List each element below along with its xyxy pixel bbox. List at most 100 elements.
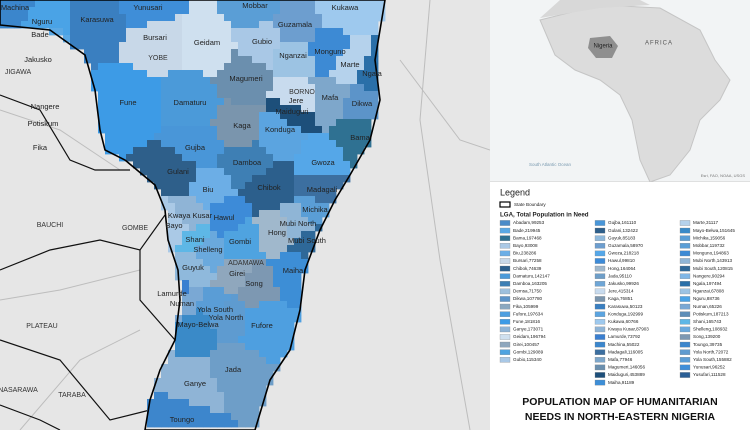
- lga-cell: [231, 301, 239, 309]
- lga-cell: [287, 301, 295, 309]
- lga-cell: [98, 119, 106, 127]
- lga-cell: [294, 217, 302, 225]
- lga-cell: [182, 329, 190, 337]
- legend-entry: Maiha,91189: [608, 380, 635, 385]
- lga-cell: [210, 126, 218, 134]
- lga-cell: [259, 35, 267, 43]
- lga-cell: [308, 147, 316, 155]
- lga-cell: [301, 168, 309, 176]
- lga-cell: [154, 112, 162, 120]
- lga-cell: [350, 35, 358, 43]
- lga-cell: [133, 21, 141, 29]
- lga-cell: [196, 364, 204, 372]
- lga-label: Bama: [350, 133, 370, 142]
- legend-entry: Fika,105999: [513, 304, 539, 309]
- lga-cell: [112, 91, 120, 99]
- lga-cell: [168, 371, 176, 379]
- legend-swatch: [499, 326, 511, 333]
- lga-cell: [91, 42, 99, 50]
- lga-label: Marte: [340, 60, 359, 69]
- lga-cell: [259, 119, 267, 127]
- lga-cell: [98, 35, 106, 43]
- lga-cell: [77, 42, 85, 50]
- lga-cell: [343, 84, 351, 92]
- lga-cell: [196, 14, 204, 22]
- lga-cell: [259, 273, 267, 281]
- lga-cell: [364, 28, 372, 36]
- lga-cell: [252, 329, 260, 337]
- lga-cell: [231, 140, 239, 148]
- lga-cell: [168, 56, 176, 64]
- lga-cell: [224, 280, 232, 288]
- lga-cell: [98, 105, 106, 113]
- lga-cell: [105, 70, 113, 78]
- lga-cell: [231, 112, 239, 120]
- state-label: NASARAWA: [0, 387, 38, 394]
- lga-cell: [259, 350, 267, 358]
- lga-cell: [280, 196, 288, 204]
- lga-cell: [266, 350, 274, 358]
- lga-cell: [182, 133, 190, 141]
- lga-cell: [56, 0, 64, 8]
- lga-cell: [182, 63, 190, 71]
- lga-cell: [70, 28, 78, 36]
- lga-cell: [84, 7, 92, 15]
- lga-cell: [168, 161, 176, 169]
- lga-cell: [287, 7, 295, 15]
- lga-cell: [210, 245, 218, 253]
- lga-cell: [273, 161, 281, 169]
- lga-cell: [189, 413, 197, 421]
- lga-cell: [168, 364, 176, 372]
- legend-swatch: [594, 296, 606, 302]
- lga-cell: [126, 35, 134, 43]
- lga-cell: [266, 322, 274, 330]
- legend-swatch: [679, 349, 691, 355]
- lga-cell: [231, 203, 239, 211]
- lga-cell: [98, 77, 106, 85]
- lga-cell: [364, 14, 372, 22]
- lga-cell: [329, 21, 337, 29]
- lga-cell: [196, 84, 204, 92]
- lga-cell: [189, 217, 197, 225]
- lga-cell: [196, 315, 204, 323]
- lga-cell: [301, 210, 309, 218]
- lga-cell: [336, 21, 344, 29]
- lga-cell: [182, 406, 190, 414]
- lga-cell: [182, 392, 190, 400]
- lga-cell: [315, 161, 323, 169]
- lga-cell: [245, 371, 253, 379]
- lga-cell: [308, 70, 316, 78]
- lga-cell: [196, 126, 204, 134]
- lga-cell: [189, 266, 197, 274]
- lga-cell: [259, 280, 267, 288]
- lga-cell: [329, 133, 337, 141]
- lga-cell: [231, 98, 239, 106]
- lga-cell: [273, 126, 281, 134]
- lga-cell: [308, 119, 316, 127]
- lga-cell: [154, 56, 162, 64]
- lga-cell: [161, 133, 169, 141]
- lga-cell: [203, 77, 211, 85]
- lga-cell: [301, 84, 309, 92]
- lga-cell: [315, 49, 323, 57]
- lga-cell: [168, 392, 176, 400]
- lga-cell: [301, 49, 309, 57]
- lga-label: Shelleng: [193, 245, 222, 254]
- lga-cell: [175, 133, 183, 141]
- lga-cell: [238, 168, 246, 176]
- lga-cell: [308, 140, 316, 148]
- legend-swatch: [499, 334, 511, 340]
- lga-cell: [224, 343, 232, 351]
- lga-cell: [266, 112, 274, 120]
- lga-cell: [203, 84, 211, 92]
- inset-country: Nigeria: [593, 44, 613, 50]
- lga-cell: [231, 413, 239, 421]
- lga-cell: [238, 217, 246, 225]
- lga-cell: [203, 378, 211, 386]
- lga-cell: [266, 126, 274, 134]
- lga-cell: [308, 217, 316, 225]
- lga-cell: [140, 84, 148, 92]
- lga-cell: [329, 112, 337, 120]
- lga-cell: [203, 322, 211, 330]
- lga-cell: [217, 119, 225, 127]
